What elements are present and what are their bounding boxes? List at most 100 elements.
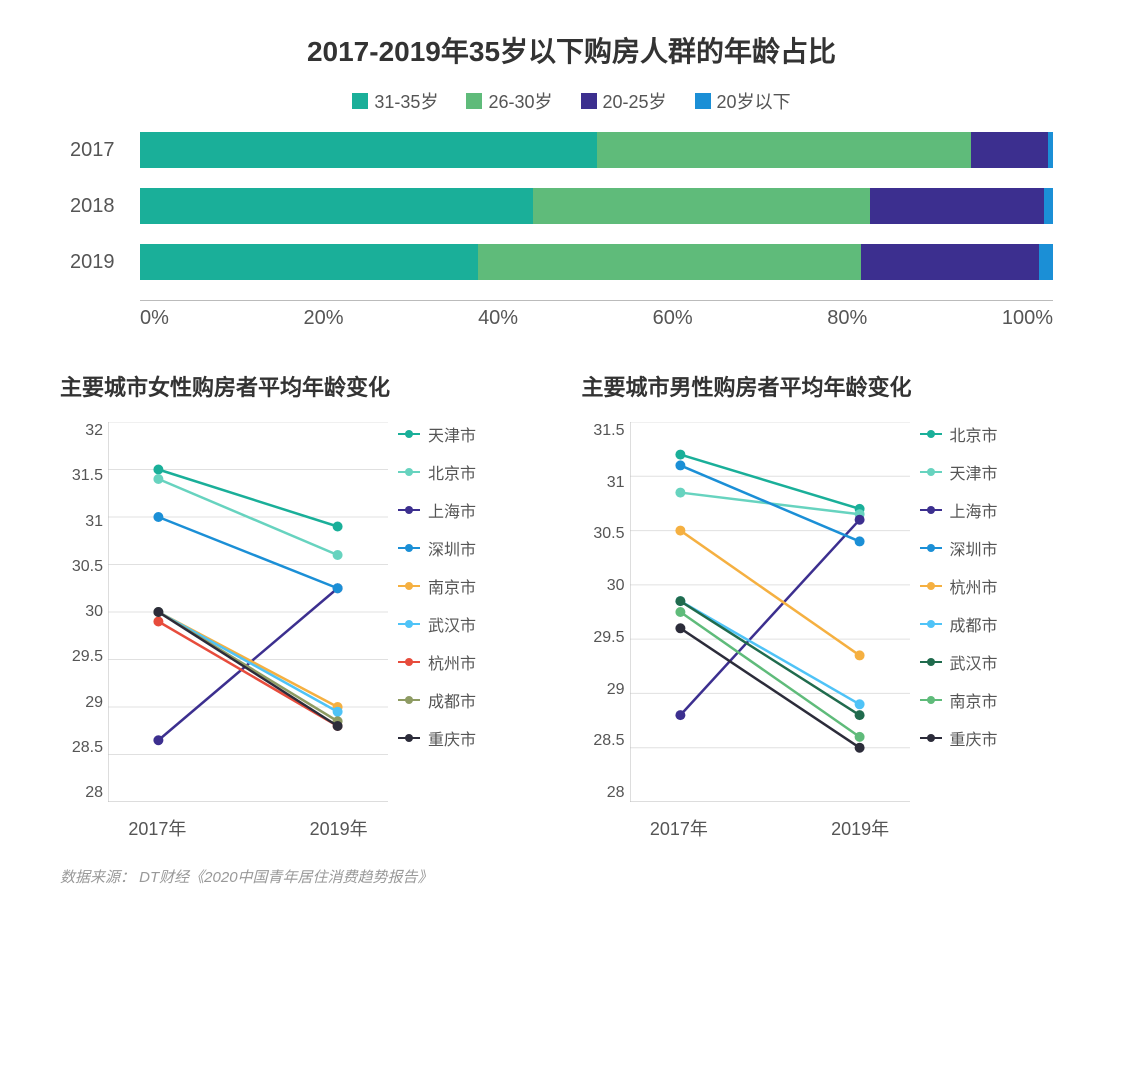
stacked-xaxis: 0% 20% 40% 60% 80% 100%	[140, 300, 1053, 330]
data-source: 数据来源： DT财经《2020中国青年居住消费趋势报告》	[60, 866, 1083, 887]
line-chart: 3231.53130.53029.52928.5282017年2019年	[108, 422, 388, 841]
ytick-label: 28.5	[63, 739, 103, 757]
series-marker	[153, 607, 163, 617]
series-marker	[675, 450, 685, 460]
series-line	[680, 612, 859, 737]
line-chart-svg	[108, 422, 388, 802]
legend-label: 成都市	[428, 688, 476, 712]
row-year-label: 2019	[70, 251, 115, 274]
series-marker	[675, 623, 685, 633]
xtick-label: 2019年	[310, 815, 368, 841]
ytick-label: 30	[63, 603, 103, 621]
bar-segment	[478, 244, 861, 280]
bar-segment	[140, 188, 533, 224]
legend-item: 天津市	[920, 460, 998, 484]
series-marker	[675, 488, 685, 498]
line-chart-svg	[630, 422, 910, 802]
xtick-label: 80%	[827, 307, 867, 330]
line-chart: 31.53130.53029.52928.5282017年2019年	[630, 422, 910, 841]
panel-title: 主要城市男性购房者平均年龄变化	[582, 370, 1084, 402]
ytick-label: 28	[63, 784, 103, 802]
series-marker	[854, 732, 864, 742]
stacked-bar-chart: 201720182019	[140, 132, 1053, 280]
legend-label: 武汉市	[428, 612, 476, 636]
bar-segment	[140, 132, 597, 168]
bar-wrap	[140, 244, 1053, 280]
ytick-label: 32	[63, 422, 103, 440]
legend-label: 深圳市	[428, 536, 476, 560]
bar-segment	[140, 244, 478, 280]
legend-line-icon	[920, 623, 942, 625]
ytick-label: 30.5	[63, 558, 103, 576]
bar-segment	[971, 132, 1049, 168]
series-marker	[854, 743, 864, 753]
stacked-row: 2018	[140, 188, 1053, 224]
legend-item: 重庆市	[920, 726, 998, 750]
series-marker	[153, 465, 163, 475]
legend-label: 深圳市	[950, 536, 998, 560]
xtick-label: 60%	[653, 307, 693, 330]
series-marker	[675, 526, 685, 536]
series-marker	[854, 515, 864, 525]
xtick-label: 100%	[1002, 307, 1053, 330]
legend-item: 31-35岁	[352, 88, 438, 114]
bar-segment	[1044, 188, 1053, 224]
series-marker	[333, 707, 343, 717]
legend-line-icon	[920, 433, 942, 435]
legend-item: 20岁以下	[695, 88, 791, 114]
y-axis-labels: 3231.53130.53029.52928.528	[63, 422, 103, 802]
series-line	[680, 465, 859, 541]
legend-label: 20岁以下	[717, 88, 791, 114]
xtick-label: 40%	[478, 307, 518, 330]
xtick-label: 0%	[140, 307, 169, 330]
ytick-label: 31.5	[63, 467, 103, 485]
legend-line-icon	[920, 661, 942, 663]
series-legend: 天津市北京市上海市深圳市南京市武汉市杭州市成都市重庆市	[398, 422, 476, 841]
legend-swatch	[695, 93, 711, 109]
x-axis-labels: 2017年2019年	[630, 815, 910, 841]
legend-line-icon	[398, 547, 420, 549]
legend-item: 深圳市	[398, 536, 476, 560]
legend-label: 天津市	[428, 422, 476, 446]
xtick-label: 20%	[303, 307, 343, 330]
series-marker	[854, 699, 864, 709]
legend-label: 天津市	[950, 460, 998, 484]
legend-swatch	[466, 93, 482, 109]
legend-line-icon	[398, 623, 420, 625]
bar-segment	[861, 244, 1039, 280]
series-line	[158, 517, 337, 588]
legend-item: 杭州市	[398, 650, 476, 674]
legend-label: 杭州市	[950, 574, 998, 598]
bar-wrap	[140, 132, 1053, 168]
chart-container: 2017-2019年35岁以下购房人群的年龄占比 31-35岁26-30岁20-…	[0, 0, 1143, 917]
legend-label: 20-25岁	[603, 88, 667, 114]
xtick-label: 2019年	[831, 815, 889, 841]
legend-item: 南京市	[398, 574, 476, 598]
ytick-label: 31	[585, 474, 625, 492]
legend-label: 杭州市	[428, 650, 476, 674]
legend-line-icon	[920, 737, 942, 739]
series-line	[158, 612, 337, 726]
legend-item: 北京市	[920, 422, 998, 446]
series-marker	[153, 474, 163, 484]
bar-segment	[533, 188, 871, 224]
series-marker	[675, 607, 685, 617]
legend-label: 北京市	[950, 422, 998, 446]
ytick-label: 29.5	[585, 629, 625, 647]
legend-label: 重庆市	[950, 726, 998, 750]
series-marker	[854, 650, 864, 660]
legend-line-icon	[920, 699, 942, 701]
legend-line-icon	[398, 471, 420, 473]
panel-title: 主要城市女性购房者平均年龄变化	[60, 370, 562, 402]
legend-item: 上海市	[398, 498, 476, 522]
legend-line-icon	[398, 737, 420, 739]
row-year-label: 2017	[70, 139, 115, 162]
series-marker	[854, 536, 864, 546]
legend-item: 北京市	[398, 460, 476, 484]
series-marker	[675, 596, 685, 606]
legend-line-icon	[398, 433, 420, 435]
bar-segment	[597, 132, 971, 168]
bar-segment	[1039, 244, 1053, 280]
legend-label: 31-35岁	[374, 88, 438, 114]
legend-item: 武汉市	[398, 612, 476, 636]
